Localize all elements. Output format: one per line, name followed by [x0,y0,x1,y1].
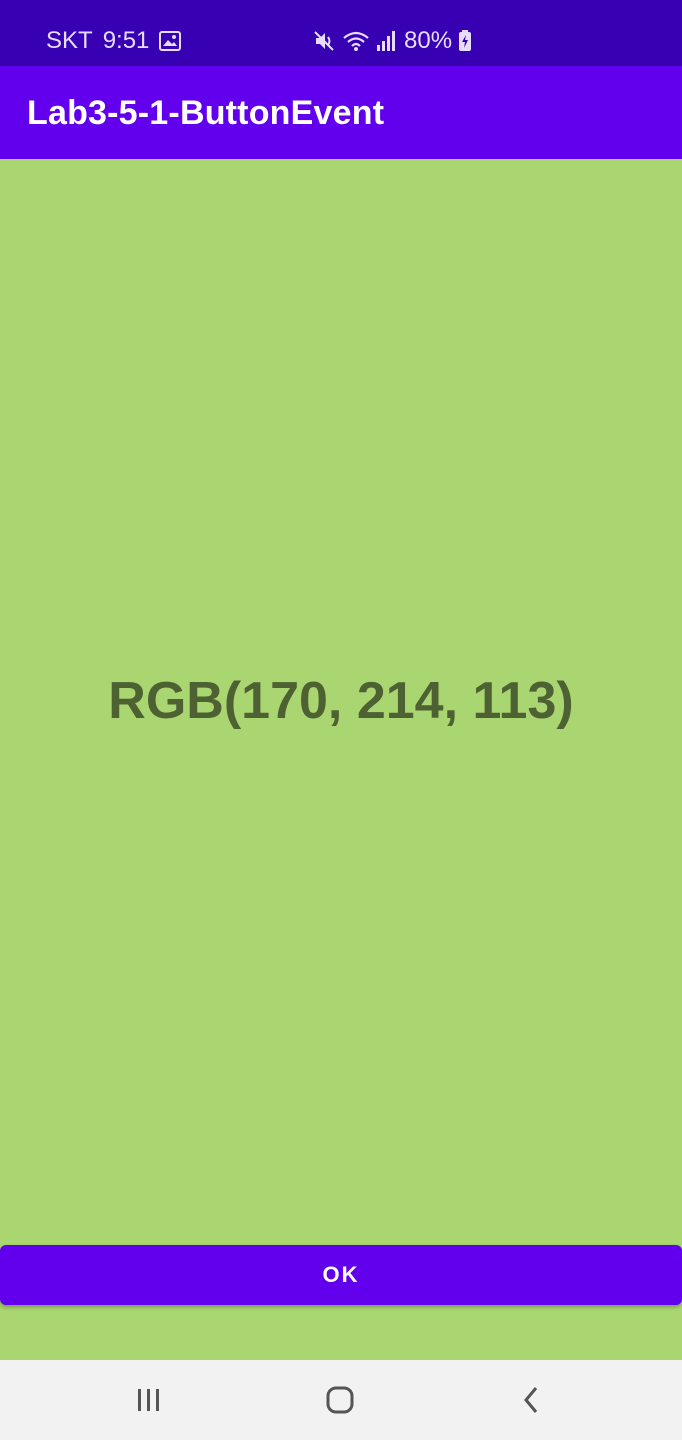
wifi-icon [342,29,370,53]
clock: 9:51 [102,27,150,54]
status-bar: SKT 9:51 [0,0,682,66]
rgb-label: RGB(170, 214, 113) [108,672,574,730]
carrier-label: SKT [46,27,93,54]
gallery-icon [159,31,182,51]
app-bar: Lab3-5-1-ButtonEvent [0,66,682,159]
main-content: RGB(170, 214, 113) OK [0,159,682,1360]
status-right: 80% [312,26,472,56]
home-icon[interactable] [310,1380,370,1420]
ok-button[interactable]: OK [0,1245,682,1305]
app-title: Lab3-5-1-ButtonEvent [27,94,385,132]
navigation-bar [0,1360,682,1440]
mute-icon [312,29,336,53]
battery-percent: 80% [404,27,453,54]
battery-charging-icon [458,30,472,52]
back-icon[interactable] [501,1380,561,1420]
recent-apps-icon[interactable] [119,1380,179,1420]
status-left: SKT 9:51 [46,26,182,56]
signal-icon [376,30,398,52]
